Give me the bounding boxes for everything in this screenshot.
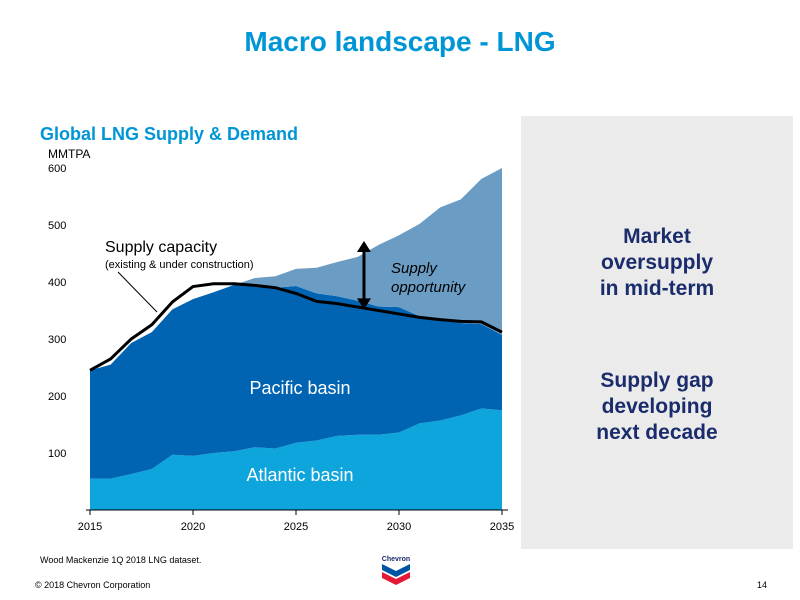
message-line: in mid-term	[599, 277, 715, 300]
y-tick-label: 500	[48, 220, 66, 232]
y-axis-unit: MMTPA	[48, 147, 91, 161]
supply-capacity-leader	[117, 271, 158, 313]
message-line: Market	[623, 225, 691, 248]
x-tick-label: 2020	[181, 521, 205, 533]
message-line: developing	[601, 395, 713, 418]
y-tick-label: 400	[48, 277, 66, 289]
x-tick-label: 2025	[284, 521, 308, 533]
y-tick-label: 600	[48, 163, 66, 175]
y-tick-label: 200	[48, 391, 66, 403]
arrow-head-down	[356, 298, 371, 310]
message-line: next decade	[596, 421, 718, 444]
supply-opportunity-label: Supply	[391, 260, 438, 277]
chart-title: Global LNG Supply & Demand	[40, 124, 299, 144]
x-tick-label: 2030	[387, 521, 411, 533]
key-takeaways-panel: Market oversupply in mid-term Supply gap…	[521, 116, 793, 549]
y-tick-label: 300	[48, 334, 66, 346]
area-atlantic-basin	[90, 408, 502, 510]
supply-capacity-note: (existing & under construction)	[105, 259, 254, 271]
message-line: Supply gap	[600, 369, 714, 392]
supply-gap-message: Supply gap developing next decade	[521, 368, 793, 446]
copyright: © 2018 Chevron Corporation	[35, 580, 151, 590]
source-note: Wood Mackenzie 1Q 2018 LNG dataset.	[40, 555, 202, 565]
area-pacific-basin	[90, 283, 502, 479]
atlantic-basin-label: Atlantic basin	[246, 465, 353, 485]
supply-capacity-label: Supply capacity	[105, 239, 217, 256]
y-tick-label: 100	[48, 448, 66, 460]
arrow-head-up	[356, 240, 371, 252]
x-tick-label: 2015	[78, 521, 102, 533]
x-tick-label: 2035	[490, 521, 514, 533]
page-number: 14	[757, 580, 768, 590]
pacific-basin-label: Pacific basin	[249, 378, 350, 398]
chevron-logo: Chevron	[382, 556, 410, 585]
slide-title: Macro landscape - LNG	[244, 26, 556, 57]
lng-supply-demand-chart: 2015 2020 2025 2030 2035 100 200 300 400 500 600 Su…	[48, 163, 514, 533]
area-supply-opportunity	[90, 168, 502, 371]
oversupply-message: Market oversupply in mid-term	[521, 224, 793, 302]
logo-wordmark: Chevron	[382, 556, 410, 563]
supply-opportunity-label: opportunity	[391, 279, 467, 296]
supply-capacity-line	[89, 282, 503, 372]
message-line: oversupply	[600, 251, 714, 274]
